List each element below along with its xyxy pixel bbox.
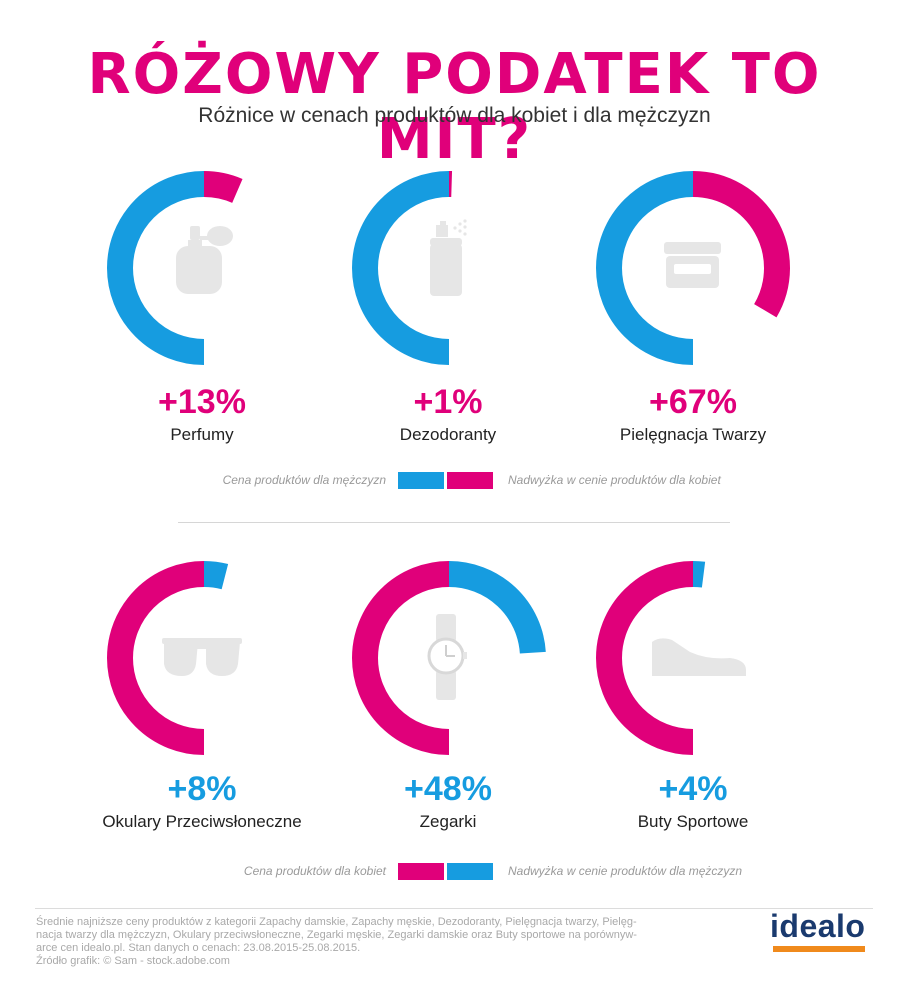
sunglasses-icon [162,638,242,676]
category-label-pielegnacja: Pielęgnacja Twarzy [619,425,767,444]
footnote-line: arce cen idealo.pl. Stan danych o cenach… [36,942,361,954]
footnote: Średnie najniższe ceny produktów z kateg… [36,916,726,968]
cream-jar-icon [664,242,721,288]
value-label-dezodoranty: +1% [413,383,483,421]
category-label-dezodoranty: Dezodoranty [399,425,497,444]
value-label-zegarki: +48% [404,770,492,808]
donut-perfumy-base-arc [107,171,205,365]
legend-bottom-base-swatch [398,863,444,880]
legend-top-premium-swatch [447,472,493,489]
section-divider [178,522,730,523]
category-label-perfumy: Perfumy [170,425,234,444]
legend-top-base-text: Cena produktów dla mężczyzn [222,473,386,487]
footnote-line: nacja twarzy dla mężczyzn, Okulary przec… [36,929,637,941]
legend-top-premium-text: Nadwyżka w cenie produktów dla kobiet [508,473,721,487]
page-title: RÓŻOWY PODATEK TO MIT? [87,42,822,172]
donut-dezodoranty [352,171,453,365]
donut-okulary [107,561,229,755]
idealo-logo[interactable]: idealo [770,908,866,944]
category-label-okulary: Okulary Przeciwsłoneczne [102,812,302,831]
sneaker-icon [652,638,746,676]
donut-zegarki [352,561,546,755]
legend-bottom-premium-text: Nadwyżka w cenie produktów dla mężczyzn [508,864,743,878]
donut-pielegnacja-premium-arc [692,171,790,318]
donut-dezodoranty-base-arc [352,171,450,365]
value-label-pielegnacja: +67% [649,383,737,421]
perfume-icon [176,226,233,294]
category-label-buty: Buty Sportowe [637,812,749,831]
deodorant-icon [430,219,467,296]
donut-zegarki-base-arc [352,561,450,755]
legend-bottom-premium-swatch [447,863,493,880]
donut-zegarki-premium-arc [448,561,546,655]
donut-buty [596,560,706,755]
donut-okulary-base-arc [107,561,205,755]
donut-buty-premium-arc [692,560,706,588]
legend-bottom-base-text: Cena produktów dla kobiet [243,864,386,878]
watch-icon [427,614,467,700]
donut-okulary-premium-arc [203,561,229,590]
value-label-okulary: +8% [167,770,237,808]
category-label-zegarki: Zegarki [419,812,477,831]
page-subtitle: Różnice w cenach produktów dla kobiet i … [198,104,711,127]
donut-pielegnacja-base-arc [596,171,694,365]
value-label-perfumy: +13% [158,383,246,421]
donut-pielegnacja-twarzy [596,171,790,365]
footnote-source: Źródło grafik: © Sam - stock.adobe.com [36,955,230,967]
idealo-logo-underline [773,946,865,952]
legend-top-base-swatch [398,472,444,489]
footer-divider [35,908,873,909]
donut-perfumy-premium-arc [203,171,243,204]
donut-buty-base-arc [596,561,694,755]
donut-perfumy [107,171,243,365]
value-label-buty: +4% [658,770,728,808]
footnote-line: Średnie najniższe ceny produktów z kateg… [36,916,637,928]
